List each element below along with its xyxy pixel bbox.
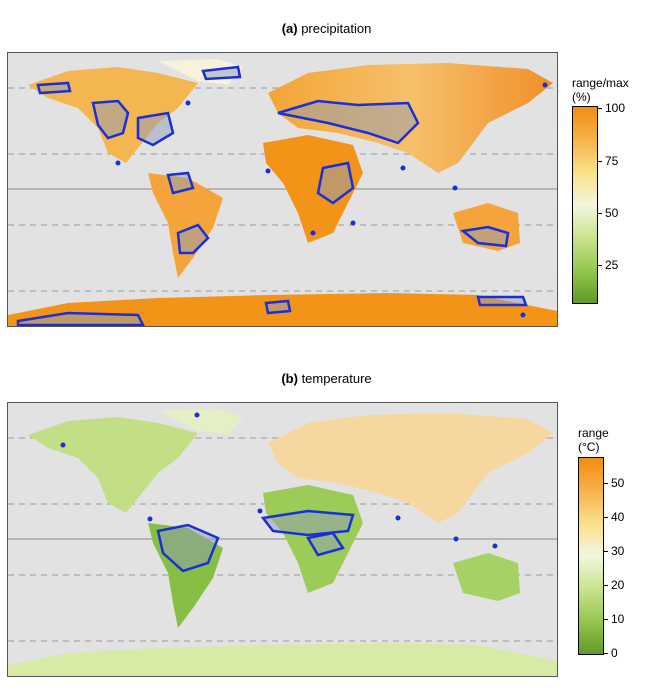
temperature-colorbar <box>578 457 604 655</box>
contour-point <box>147 516 153 522</box>
contour-point <box>115 160 121 166</box>
panel-b-title: (b) temperature <box>281 371 372 386</box>
greenland-land <box>158 409 243 435</box>
contour-point <box>310 230 316 236</box>
contour-region <box>91 99 130 140</box>
contour-point <box>395 515 401 521</box>
antarctica-land <box>8 643 557 676</box>
contour-region <box>277 99 420 145</box>
temperature-tick-label: 50 <box>611 476 625 490</box>
temperature-tick-label: 40 <box>611 510 625 524</box>
contour-region <box>166 171 195 195</box>
contour-region <box>460 225 510 248</box>
contour-point <box>257 508 263 514</box>
contour-point <box>492 543 498 549</box>
precipitation-tick-label: 75 <box>605 154 619 168</box>
temperature-map <box>7 402 558 677</box>
temperature-tick-label: 0 <box>611 646 618 660</box>
contour-point <box>400 165 406 171</box>
north-america-land <box>28 417 198 513</box>
contour-point <box>542 82 548 88</box>
contour-region <box>476 295 528 307</box>
contour-point <box>452 185 458 191</box>
contour-point <box>185 100 191 106</box>
contour-region <box>260 509 355 537</box>
contour-region <box>156 523 220 573</box>
precipitation-tick-label: 50 <box>605 206 619 220</box>
eurasia-land <box>268 413 553 523</box>
contour-region <box>201 65 242 81</box>
contour-point <box>60 442 66 448</box>
contour-point <box>350 220 356 226</box>
contour-point <box>265 168 271 174</box>
precipitation-tick-label: 25 <box>605 258 619 272</box>
panel-a-title: (a) precipitation <box>281 21 372 36</box>
contour-region <box>136 111 175 147</box>
contour-point <box>453 536 459 542</box>
contour-region <box>306 531 345 557</box>
south-america-land <box>148 173 223 278</box>
temperature-tick-label: 30 <box>611 544 625 558</box>
contour-region <box>176 223 210 255</box>
precipitation-tick-label: 100 <box>605 101 626 115</box>
africa-land <box>263 135 363 243</box>
contour-point <box>194 412 200 418</box>
temperature-tick-label: 20 <box>611 578 625 592</box>
precipitation-colorbar <box>572 106 598 304</box>
contour-region <box>316 161 355 205</box>
contour-region <box>264 299 292 315</box>
precipitation-legend-title: range/max (%) <box>572 76 629 104</box>
australia-land <box>453 553 520 601</box>
contour-region <box>36 81 72 95</box>
temperature-legend-title: range (°C) <box>578 426 609 454</box>
contour-point <box>520 312 526 318</box>
precipitation-map <box>7 52 558 327</box>
contour-region <box>16 311 145 326</box>
temperature-tick-label: 10 <box>611 612 625 626</box>
